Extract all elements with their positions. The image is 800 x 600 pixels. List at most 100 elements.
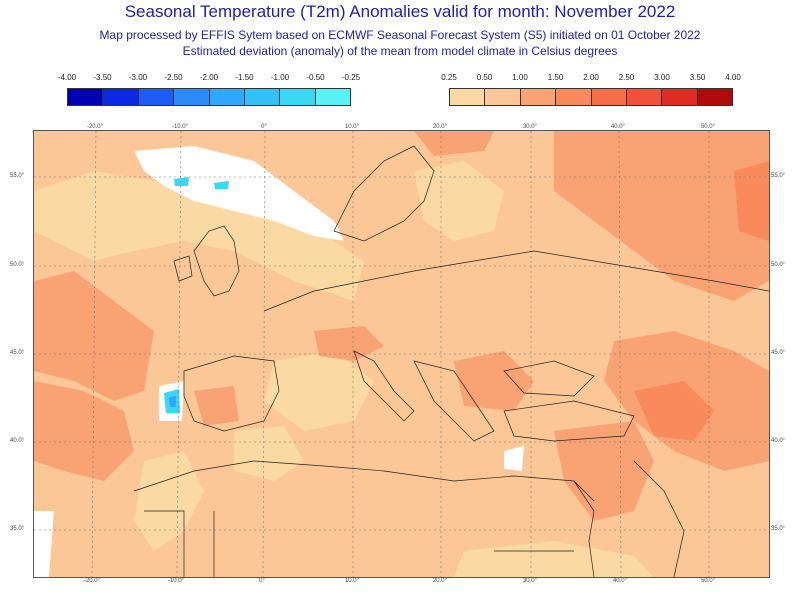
graticule-meridian	[262, 131, 266, 577]
legend-negative-label: -4.00	[57, 73, 77, 82]
anomaly-orange-regions	[34, 131, 769, 521]
anomaly-region-light	[414, 161, 504, 241]
legend-negative-label: -0.50	[306, 73, 325, 82]
lon-label-top: 40.0°	[610, 124, 626, 130]
legend-negative-label: -0.25	[341, 73, 361, 82]
legend-negative-swatch	[138, 89, 175, 105]
lat-label-left: 50.0°	[10, 262, 25, 268]
lon-label-bottom: -20.0°	[83, 578, 101, 584]
map-graticule	[34, 131, 769, 577]
legend-positive-labels: 0.25 0.50 1.00 1.50 2.00 2.50 3.00 3.50 …	[441, 73, 741, 87]
anomaly-map-svg	[34, 131, 769, 577]
legend-positive-label: 3.00	[654, 73, 670, 82]
legend-positive-colorbar	[449, 88, 733, 106]
legend-negative-label: -1.00	[270, 73, 290, 82]
lon-label-top: 30.0°	[522, 124, 538, 130]
legend-negative-labels: -4.00 -3.50 -3.00 -2.50 -2.00 -1.50 -1.0…	[58, 73, 360, 87]
anomaly-region-white	[504, 446, 524, 471]
map-coastlines	[133, 145, 769, 577]
anomaly-region-deep	[634, 381, 714, 441]
anomaly-region-light	[264, 351, 374, 431]
lon-label-top: -10.0°	[171, 124, 189, 130]
legend-negative-swatch	[315, 89, 350, 105]
anomaly-region-deep	[734, 161, 769, 241]
anomaly-region-orange	[414, 131, 494, 156]
lon-label-top: 20.0°	[432, 124, 448, 130]
lat-label-left: 55.0°	[10, 173, 25, 179]
coastline-scandinavia	[333, 145, 435, 242]
legend-negative-swatch	[174, 89, 210, 105]
coastline-ireland	[173, 255, 193, 282]
anomaly-region-white	[34, 511, 54, 577]
lon-label-top: 10.0°	[344, 124, 360, 130]
coastline-sinai	[573, 480, 595, 577]
coastline-turkey	[503, 400, 635, 442]
anomaly-region-light	[454, 541, 654, 577]
legend-positive-swatch	[662, 89, 698, 105]
legend-positive-label: 2.50	[618, 73, 635, 82]
anomaly-map	[33, 130, 770, 578]
legend-positive-swatch	[520, 89, 557, 105]
legend-positive-label: 0.50	[476, 73, 493, 82]
lon-label-bottom: 50.0°	[700, 578, 716, 584]
legend-negative-swatch	[209, 89, 245, 105]
legend-positive-swatch	[450, 89, 486, 105]
lon-label-bottom: 20.0°	[432, 578, 448, 584]
anomaly-spot-cyan	[214, 181, 229, 189]
legend-negative-swatch	[68, 89, 104, 105]
legend-positive-label: 4.00	[725, 73, 741, 82]
lon-label-bottom: -10.0°	[167, 578, 185, 584]
legend-positive-swatch	[485, 89, 521, 105]
anomaly-cool-spots	[164, 177, 229, 413]
legend-positive-label: 3.50	[689, 73, 706, 82]
anomaly-region-orange	[554, 131, 769, 301]
lat-label-left: 40.0°	[10, 438, 25, 444]
lat-label-right: 40.0°	[771, 438, 786, 444]
coastline-continent	[263, 250, 769, 312]
graticule-meridian	[176, 131, 182, 577]
graticule-meridian	[618, 131, 622, 577]
legend-negative-label: -3.50	[93, 73, 112, 82]
anomaly-region-orange	[554, 421, 654, 521]
legend-positive-swatch	[556, 89, 592, 105]
lat-label-left: 45.0°	[10, 350, 25, 356]
map-subtitle-source: Map processed by EFFIS Sytem based on EC…	[99, 28, 701, 42]
anomaly-region-light	[134, 451, 204, 551]
lon-label-top: 0°	[261, 124, 267, 130]
coastline-eastern	[633, 460, 685, 577]
anomaly-region-white	[134, 146, 344, 241]
lat-label-right: 55.0°	[771, 173, 786, 179]
lon-label-bottom: 0°	[259, 578, 265, 584]
legend-negative-swatch	[244, 89, 281, 105]
coastline-italy	[353, 350, 415, 422]
anomaly-region-light	[34, 171, 364, 301]
coastline-britain	[193, 225, 240, 297]
coastline-iberia	[183, 355, 280, 432]
legend-positive-label: 1.00	[512, 73, 528, 82]
legend-positive-swatch	[697, 89, 732, 105]
legend-negative-label: -2.00	[199, 73, 219, 82]
legend-positive: 0.25 0.50 1.00 1.50 2.00 2.50 3.00 3.50 …	[441, 73, 741, 109]
anomaly-region-light	[234, 426, 304, 481]
lon-label-bottom: 40.0°	[612, 578, 628, 584]
coastline-balkans	[413, 360, 495, 442]
graticule-meridian	[91, 131, 97, 577]
legend-negative-label: -3.00	[128, 73, 148, 82]
legend-positive-label: 0.25	[441, 73, 457, 82]
map-subtitle-units: Estimated deviation (anomaly) of the mea…	[182, 44, 618, 58]
legend-negative-swatch	[103, 89, 139, 105]
lon-label-top: 50.0°	[700, 124, 716, 130]
legend-negative-colorbar	[67, 88, 351, 106]
anomaly-spot-blue	[169, 396, 176, 407]
legend-negative-swatch	[280, 89, 316, 105]
legend-positive-swatch	[591, 89, 627, 105]
anomaly-light-regions	[34, 161, 654, 577]
anomaly-deep-regions	[634, 161, 769, 441]
legend-positive-label: 1.50	[547, 73, 564, 82]
legend-negative-label: -1.50	[235, 73, 254, 82]
coastline-black-sea	[503, 360, 595, 397]
anomaly-region-orange	[314, 326, 384, 361]
lon-label-top: -20.0°	[86, 124, 104, 130]
anomaly-region-orange	[194, 386, 239, 426]
anomaly-spot-cyan	[174, 177, 189, 186]
